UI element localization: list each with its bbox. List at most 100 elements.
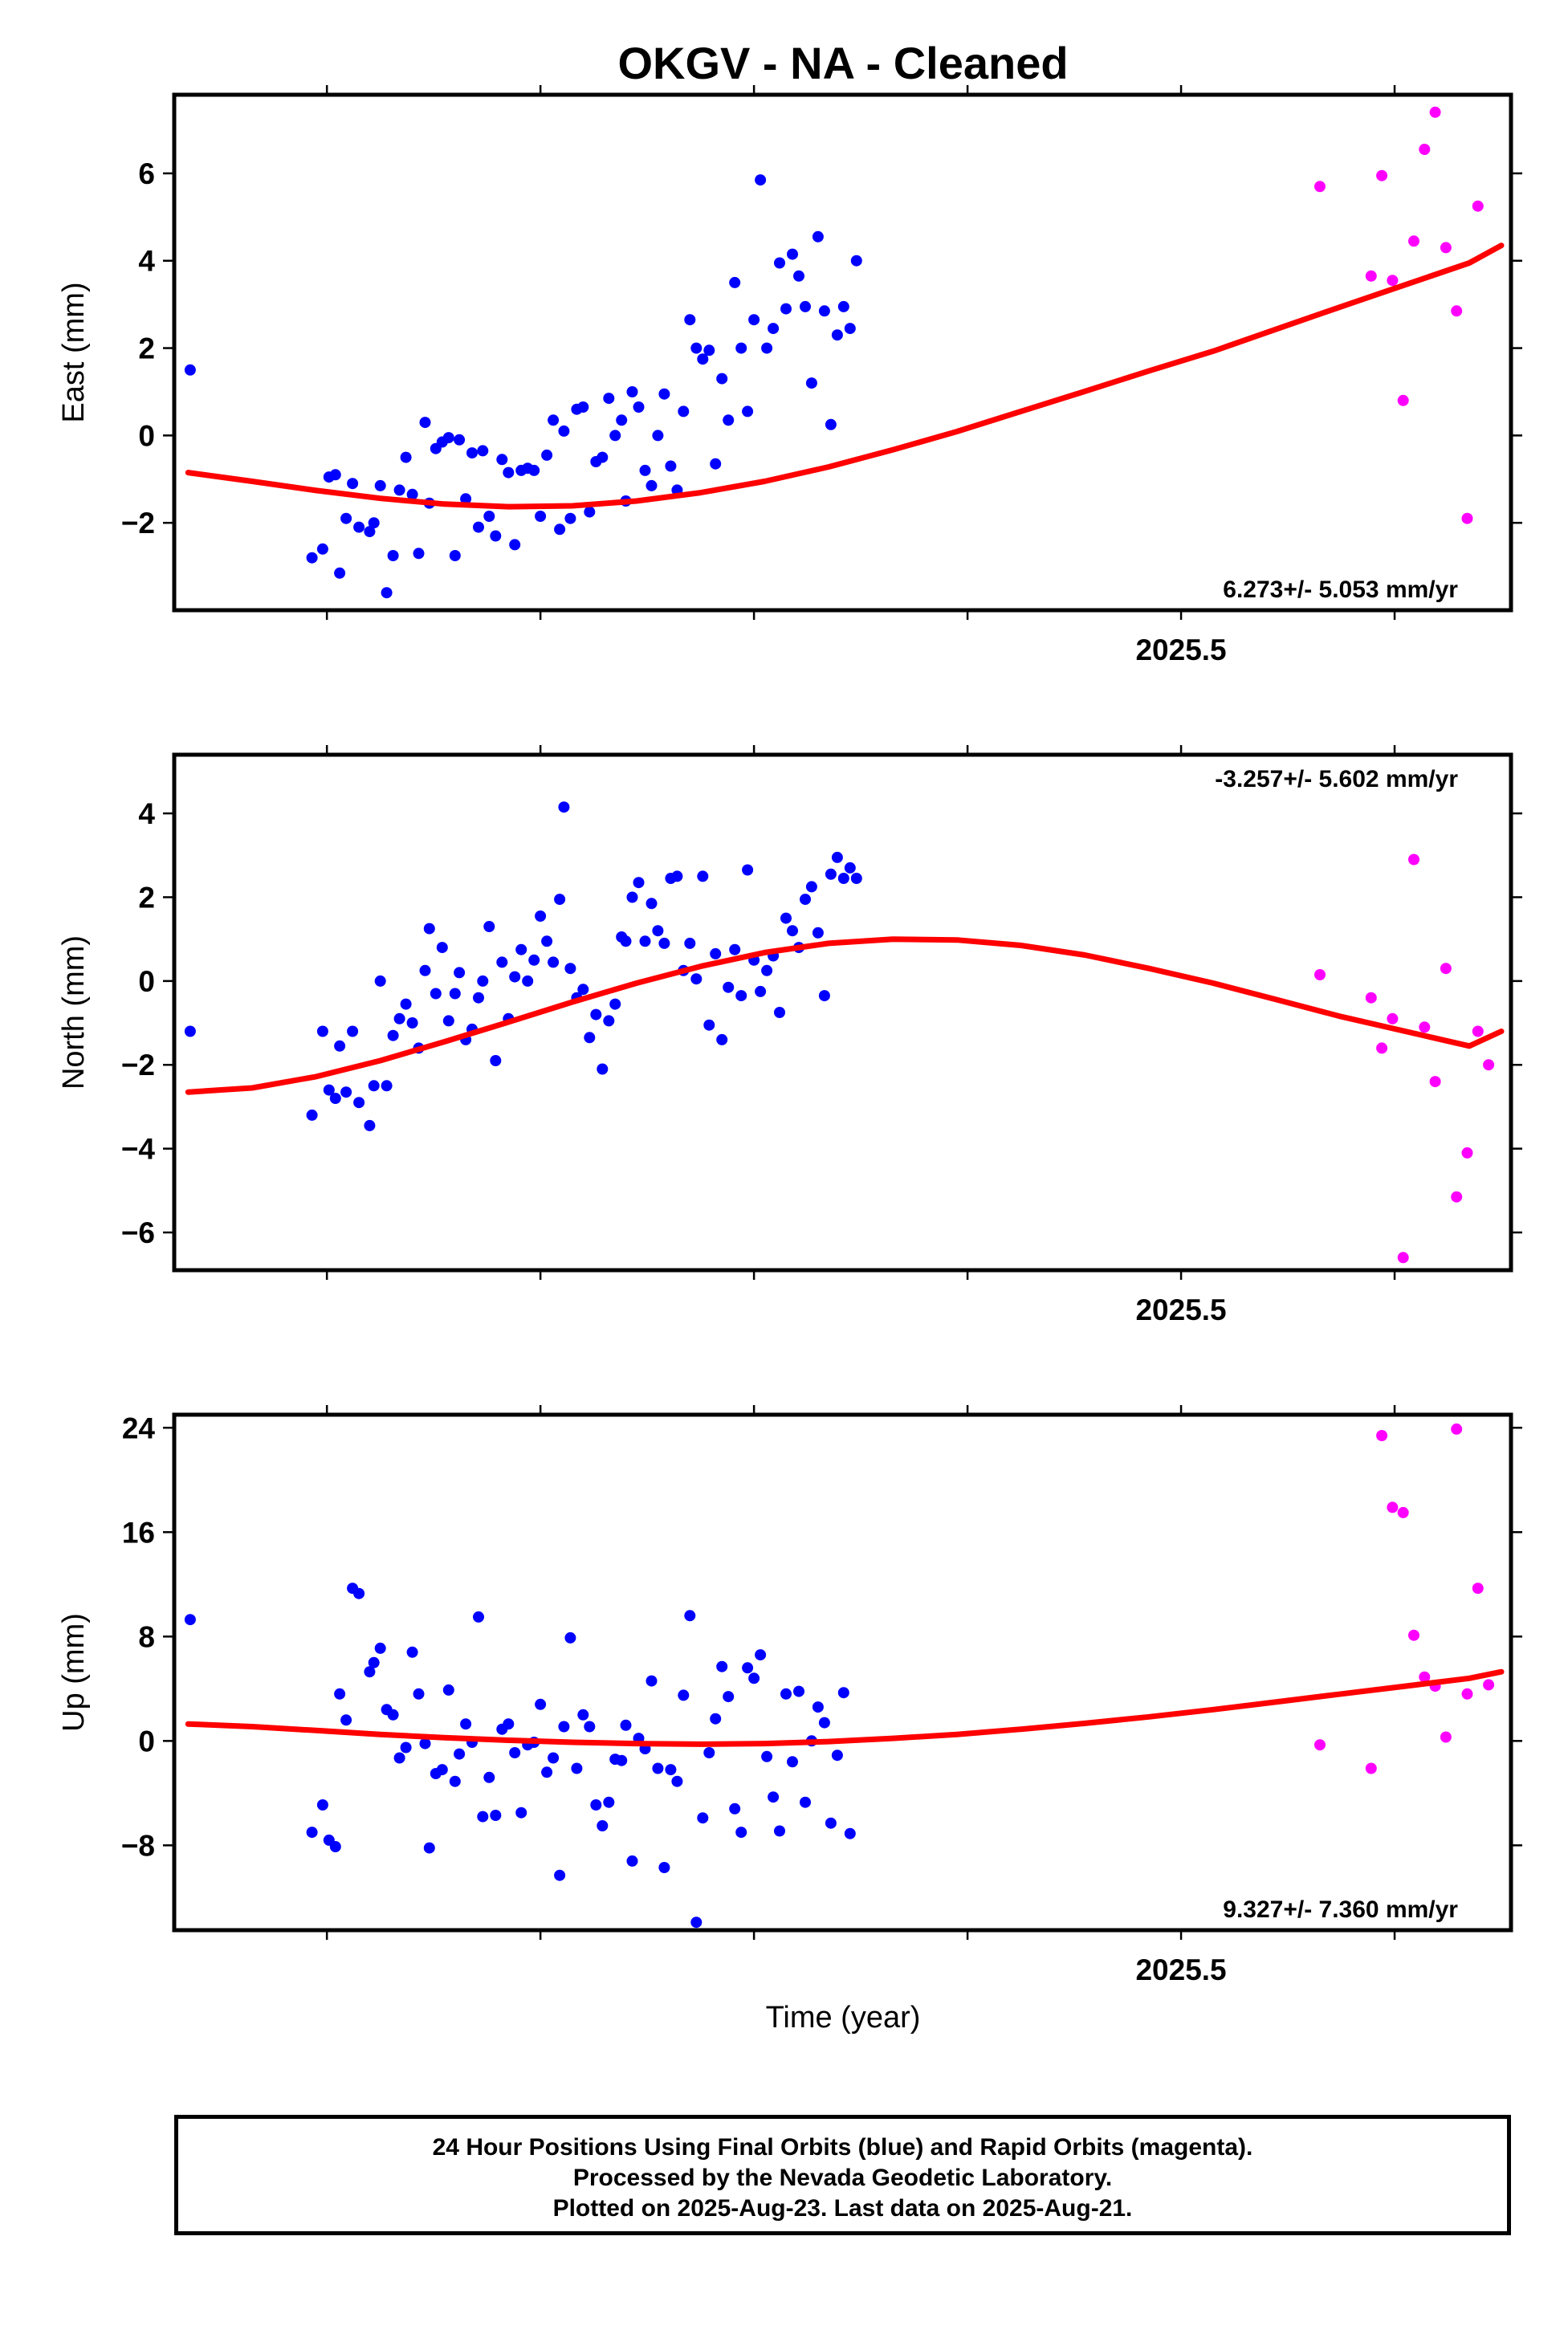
up-final-point [684, 1610, 696, 1622]
north-final-point [334, 1040, 346, 1052]
up-final-point [761, 1750, 773, 1762]
east-rate-label: 6.273+/- 5.053 mm/yr [1223, 576, 1458, 603]
up-final-point [535, 1698, 547, 1710]
east-y-tick-label: 0 [138, 419, 155, 452]
up-final-point [454, 1748, 466, 1760]
east-plot-area [184, 106, 1505, 599]
up-final-point [710, 1713, 722, 1725]
north-final-point [490, 1055, 502, 1066]
north-final-point [780, 912, 792, 924]
up-rapid-point [1419, 1671, 1431, 1683]
up-final-point [558, 1721, 570, 1733]
east-final-point [535, 511, 547, 522]
east-final-point [818, 305, 830, 317]
east-final-point [368, 517, 380, 529]
east-final-point [541, 449, 553, 461]
east-panel: −2 0 2 4 6 2025.5 East (mm) 6.273+/- 5.053 mm/y… [57, 85, 1522, 666]
north-final-point [684, 937, 696, 949]
up-final-point [774, 1825, 785, 1837]
east-fit-line [185, 242, 1505, 510]
east-final-point [577, 401, 589, 413]
north-y-axis-title: North (mm) [57, 935, 91, 1090]
up-rate-label: 9.327+/- 7.360 mm/yr [1223, 1896, 1458, 1923]
north-final-point [364, 1119, 376, 1131]
north-final-point [716, 1033, 728, 1045]
north-y-tick-label: 2 [138, 881, 155, 914]
north-final-point [374, 975, 386, 987]
up-final-point [787, 1756, 798, 1768]
east-final-point [374, 479, 386, 491]
up-final-point [554, 1869, 566, 1881]
north-final-point [316, 1025, 328, 1037]
north-final-point [697, 870, 709, 882]
up-final-point [515, 1807, 527, 1819]
up-final-point [793, 1685, 804, 1697]
up-rapid-point [1451, 1423, 1463, 1435]
east-final-point [340, 512, 352, 524]
north-frame [172, 752, 1513, 1273]
east-final-point [646, 479, 658, 491]
east-final-point [633, 401, 645, 413]
up-final-point [780, 1688, 792, 1700]
north-rapid-point [1451, 1191, 1463, 1203]
up-fit-line [185, 1668, 1505, 1747]
up-rapid-point [1387, 1501, 1399, 1513]
caption-line-3: Plotted on 2025-Aug-23. Last data on 202… [552, 2195, 1133, 2222]
north-y-tick-label: −2 [121, 1049, 155, 1081]
east-final-point [735, 342, 747, 354]
east-final-point [850, 255, 862, 267]
east-final-point [837, 300, 849, 312]
up-final-point [564, 1631, 576, 1644]
up-rapid-point [1365, 1762, 1377, 1774]
up-frame [172, 1412, 1513, 1933]
east-final-point [787, 248, 798, 260]
east-final-point [710, 458, 722, 470]
north-final-point [442, 1015, 454, 1027]
up-final-point [616, 1754, 628, 1766]
north-rapid-point [1408, 853, 1419, 866]
east-final-point [454, 434, 466, 446]
east-final-point [812, 230, 824, 242]
east-final-point [626, 386, 638, 397]
north-final-point [787, 925, 798, 937]
east-y-tick-label: 6 [138, 157, 155, 190]
east-final-point [347, 478, 359, 490]
up-final-point [844, 1827, 856, 1839]
up-rapid-point [1376, 1430, 1388, 1441]
east-final-point [665, 460, 677, 472]
up-final-point [742, 1662, 754, 1674]
east-final-point [723, 414, 735, 426]
east-final-point [548, 414, 560, 426]
chart-title: OKGV - NA - Cleaned [617, 38, 1068, 88]
up-y-axis-title: Up (mm) [57, 1613, 91, 1732]
up-rapid-point [1440, 1731, 1452, 1743]
north-final-point [347, 1025, 359, 1037]
east-final-point [678, 405, 690, 418]
north-final-point [590, 1008, 602, 1020]
up-x-tick-label: 2025.5 [1135, 1953, 1226, 1986]
east-final-point [477, 445, 489, 457]
up-final-point [483, 1771, 495, 1783]
up-rapid-point [1397, 1506, 1409, 1518]
up-final-point [837, 1687, 849, 1699]
up-final-point [436, 1764, 448, 1776]
east-final-point [831, 329, 843, 341]
north-final-point [406, 1017, 418, 1029]
north-y-tick-label: −6 [121, 1216, 155, 1249]
north-final-point [483, 921, 495, 932]
east-final-point [729, 276, 741, 288]
east-frame [172, 92, 1513, 613]
east-final-point [800, 300, 811, 312]
north-final-point [323, 1084, 335, 1096]
up-final-point [387, 1709, 399, 1721]
north-rapid-point [1472, 1025, 1484, 1037]
x-axis-title: Time (year) [766, 2001, 921, 2035]
up-final-point [652, 1762, 664, 1774]
up-final-point [548, 1752, 560, 1764]
up-final-point [584, 1721, 596, 1733]
north-final-point [381, 1080, 393, 1092]
east-final-point [658, 388, 670, 400]
up-final-point [460, 1718, 472, 1730]
east-final-point [761, 342, 773, 354]
north-final-point [646, 898, 658, 910]
